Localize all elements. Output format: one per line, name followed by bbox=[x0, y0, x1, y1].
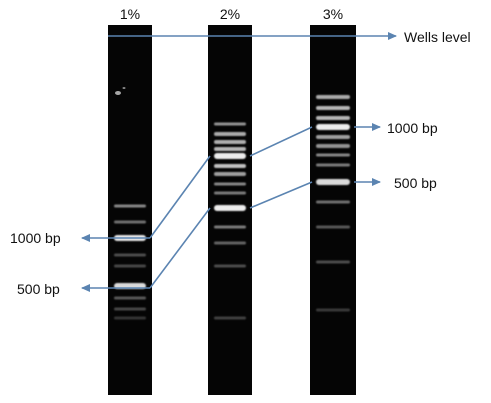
gel-lane-2pct bbox=[208, 25, 252, 395]
dna-band bbox=[114, 220, 146, 224]
dna-band bbox=[316, 153, 350, 157]
dna-band bbox=[114, 316, 146, 320]
dna-band bbox=[316, 163, 350, 167]
lane-title-2pct: 2% bbox=[220, 6, 240, 22]
gel-lane-3pct bbox=[310, 25, 356, 395]
dna-band bbox=[316, 225, 350, 229]
dna-band bbox=[114, 204, 146, 208]
dna-band bbox=[114, 296, 146, 300]
connector-500bp-2pct-3pct bbox=[249, 181, 313, 209]
annotation-arrows bbox=[81, 32, 397, 292]
left-500bp-label: 500 bp bbox=[17, 281, 60, 297]
dna-band bbox=[214, 164, 246, 168]
dna-band bbox=[214, 225, 246, 229]
dna-band bbox=[214, 147, 246, 151]
dna-band bbox=[316, 95, 350, 99]
right-1000bp-label: 1000 bp bbox=[387, 120, 438, 136]
marker-band-1000bp bbox=[316, 124, 350, 130]
dna-band bbox=[316, 135, 350, 139]
dna-band bbox=[214, 172, 246, 176]
marker-band-1000bp bbox=[214, 153, 246, 159]
dna-band bbox=[214, 140, 246, 144]
gel-lane-background bbox=[310, 25, 356, 395]
marker-band-500bp bbox=[214, 205, 246, 211]
dna-band bbox=[114, 307, 146, 311]
dna-band bbox=[114, 264, 146, 268]
dna-band bbox=[214, 264, 246, 268]
dna-band bbox=[214, 122, 246, 126]
wells-level-label: Wells level bbox=[404, 29, 471, 45]
dna-band bbox=[316, 308, 350, 312]
dna-band bbox=[316, 116, 350, 120]
right-500bp-label: 500 bp bbox=[394, 175, 437, 191]
gel-artifact-speck bbox=[115, 87, 126, 95]
dna-band bbox=[316, 260, 350, 264]
connector-1000bp-2pct-3pct bbox=[249, 126, 313, 157]
dna-band bbox=[214, 182, 246, 186]
lane-title-1pct: 1% bbox=[120, 6, 140, 22]
dna-band bbox=[316, 106, 350, 110]
dna-band bbox=[214, 191, 246, 195]
gel-lane-1pct bbox=[108, 25, 152, 395]
connector-500bp-1pct-2pct bbox=[149, 207, 211, 289]
dna-band bbox=[214, 132, 246, 136]
dna-band bbox=[316, 200, 350, 204]
dna-band bbox=[214, 241, 246, 245]
dna-band bbox=[114, 253, 146, 257]
marker-band-500bp bbox=[316, 179, 350, 185]
dna-band bbox=[316, 144, 350, 148]
left-1000bp-label: 1000 bp bbox=[10, 230, 61, 246]
lane-title-3pct: 3% bbox=[323, 6, 343, 22]
gel-lane-background bbox=[108, 25, 152, 395]
dna-band bbox=[214, 316, 246, 320]
connector-1000bp-1pct-2pct bbox=[149, 155, 211, 239]
